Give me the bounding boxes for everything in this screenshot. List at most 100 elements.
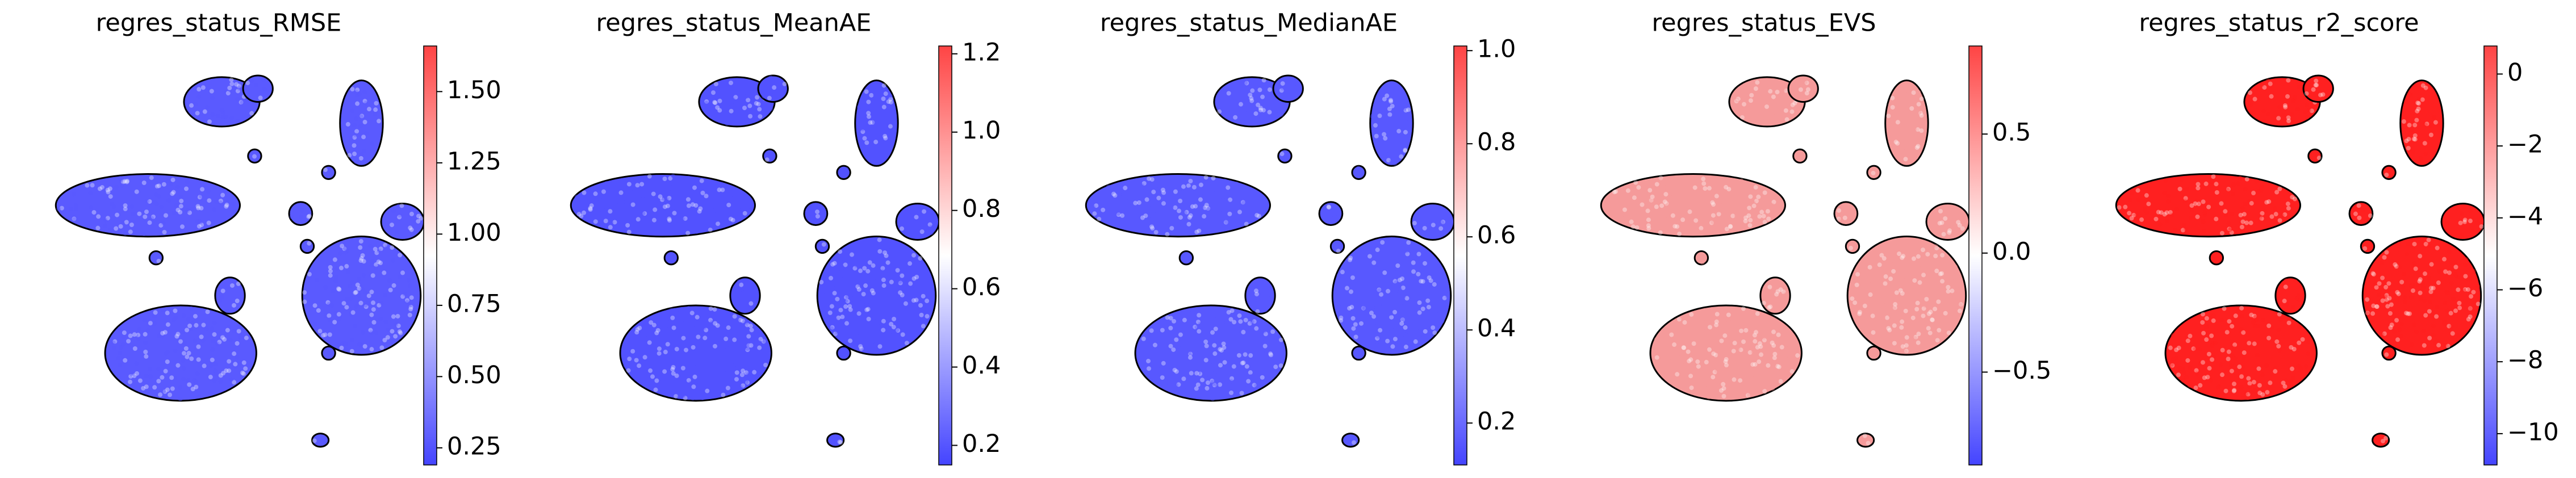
cell-point [1714,207,1719,212]
cell-point [338,251,343,256]
cell-point [2382,255,2387,260]
cell-point [2466,287,2471,292]
panel: regres_status_RMSE0.250.500.751.001.251.… [55,9,501,466]
cell-point [2180,366,2185,371]
cell-point [1776,332,1781,337]
cell-point [416,219,421,224]
cell-point [120,221,126,227]
cell-point [692,374,697,379]
cell-point [683,396,688,401]
cell-point [1668,355,1674,360]
cell-point [1771,343,1776,348]
cell-point [627,357,632,362]
cell-point [1947,230,1952,235]
cell-point [1169,204,1174,209]
cell-point [748,343,754,348]
cell-point [1228,317,1233,322]
cell-point [1762,380,1767,385]
cell-point [329,303,334,308]
cell-point [880,255,885,260]
cell-point [1677,232,1682,237]
cell-point [161,307,166,312]
cell-point [185,208,190,213]
cell-point [1208,359,1214,364]
cell-point [672,253,677,258]
cell-point [2429,293,2434,298]
cell-point [835,296,840,301]
cell-point [718,350,723,355]
cell-point [2397,265,2402,270]
cell-point [2277,218,2282,223]
cell-point [353,304,358,309]
cell-point [193,379,198,384]
cell-point [768,75,773,80]
cell-point [1885,315,1890,320]
cell-point [120,183,125,188]
cell-point [1682,345,1687,350]
cell-point [839,299,844,304]
cell-point [1219,348,1224,353]
cell-point [337,317,342,322]
cell-point [1247,321,1252,326]
cell-point [1431,325,1436,330]
cell-point [1402,337,1407,342]
cell-point [2241,330,2246,335]
cell-point [644,184,649,189]
cell-point [2182,199,2188,204]
cell-point [1789,369,1795,374]
cell-point [229,81,235,86]
cell-point [2295,107,2301,112]
cell-point [686,203,691,208]
cell-point [1658,175,1663,181]
cell-point [754,101,759,106]
cell-point [821,211,826,216]
cell-point [642,355,647,360]
cell-point [2226,221,2231,226]
cell-point [1237,209,1242,215]
cell-point [919,312,924,317]
cell-point [2423,123,2428,128]
cell-point [2182,223,2187,228]
cell-point [215,113,220,118]
cell-point [1946,330,1951,336]
cell-point [353,132,358,137]
cell-point [1664,201,1669,206]
cell-point [699,178,704,183]
cell-point [142,318,147,323]
cell-point [302,290,307,295]
cell-point [667,218,672,223]
cell-point [1915,300,1920,305]
cell-point [2418,254,2423,259]
cell-point [662,369,667,374]
cell-point [405,298,410,303]
cell-point [395,229,400,234]
cell-point [672,186,678,191]
cell-point [1895,141,1900,146]
cell-point [249,111,254,116]
cell-point [885,253,890,258]
cell-point [1787,342,1792,347]
cell-point [889,303,894,308]
cell-point [150,214,156,219]
cell-point [2193,199,2198,204]
cell-point [332,320,337,325]
cell-point [2204,337,2209,342]
cell-point [1732,341,1737,346]
cell-point [1254,211,1260,216]
cell-point [1640,202,1645,207]
cluster-outline [1856,433,1875,448]
cell-point [860,127,865,132]
cell-point [154,202,159,207]
cell-point [1168,343,1173,349]
cell-point [235,341,240,346]
cell-point [1347,306,1352,311]
cell-point [2231,388,2236,393]
cell-point [1901,254,1906,259]
cell-point [1407,119,1412,124]
cell-point [1747,223,1753,228]
cell-point [371,300,376,305]
cell-point [839,267,844,272]
cell-point [1381,303,1386,308]
cell-point [1194,386,1199,391]
cell-point [189,356,194,361]
